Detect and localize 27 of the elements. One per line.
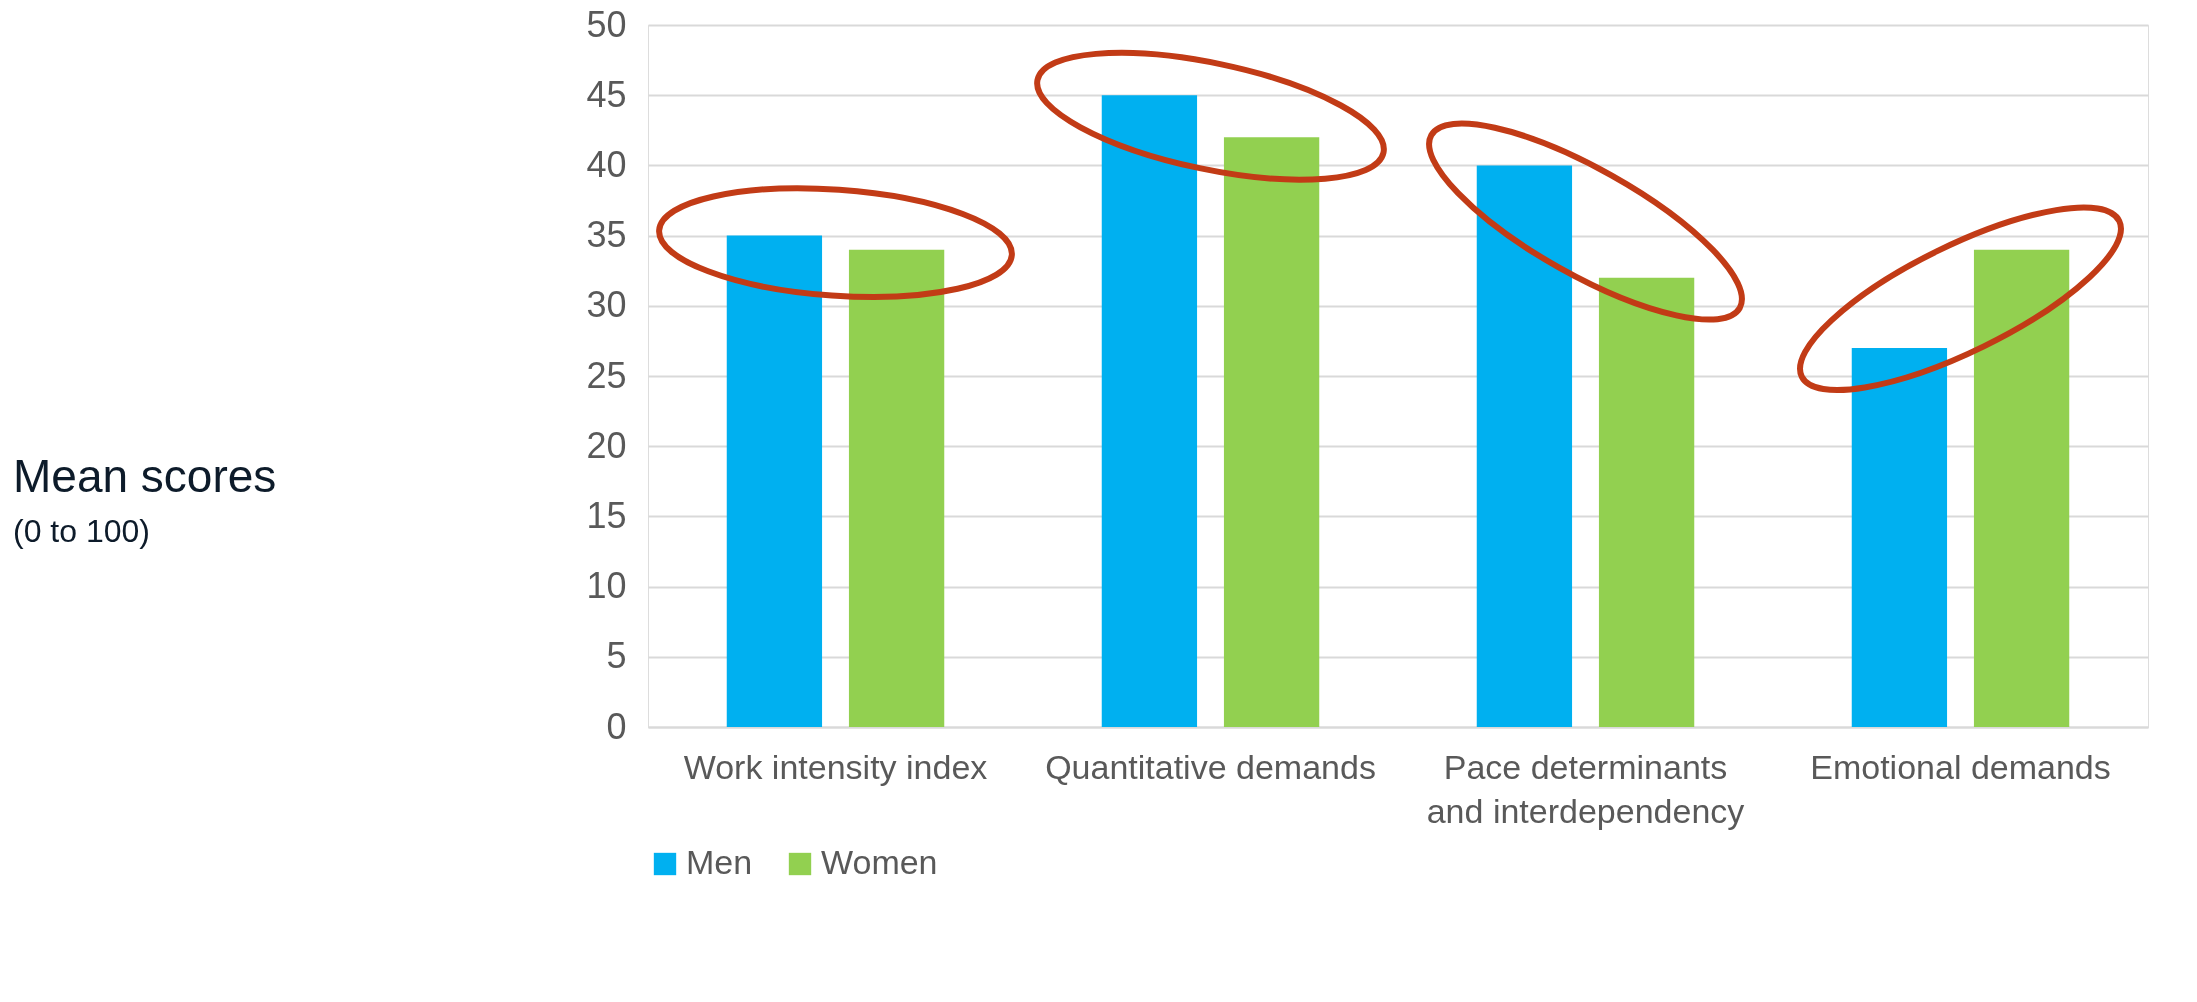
bar xyxy=(726,235,823,727)
bar xyxy=(848,249,945,727)
y-tick-label: 35 xyxy=(586,214,627,256)
text: Mean scores xyxy=(13,450,277,502)
text: (0 to 100) xyxy=(13,513,150,549)
legend-label: Men xyxy=(686,843,753,881)
x-tick-label: Work intensity index xyxy=(683,747,988,786)
bar xyxy=(1598,277,1695,727)
y-tick-label: 15 xyxy=(586,494,627,536)
y-tick-label: 10 xyxy=(586,565,627,607)
x-tick-label: Emotional demands xyxy=(1810,747,2111,786)
legend-label: Women xyxy=(821,843,938,881)
y-tick-label: 5 xyxy=(606,635,627,677)
bar xyxy=(1223,137,1320,727)
y-tick-label: 50 xyxy=(586,3,627,45)
y-tick-label: 0 xyxy=(606,705,627,747)
y-tick-label: 45 xyxy=(586,73,627,115)
x-tick-label: Quantitative demands xyxy=(1045,747,1376,786)
bar xyxy=(1101,95,1198,727)
x-tick-label: Pace determinants and interdependency xyxy=(1426,747,1745,830)
bar xyxy=(1851,347,1948,727)
y-tick-label: 20 xyxy=(586,424,627,466)
y-tick-label: 40 xyxy=(586,143,627,185)
y-tick-label: 30 xyxy=(586,284,627,326)
bar xyxy=(1476,165,1573,727)
y-tick-label: 25 xyxy=(586,354,627,396)
bar xyxy=(1973,249,2070,727)
